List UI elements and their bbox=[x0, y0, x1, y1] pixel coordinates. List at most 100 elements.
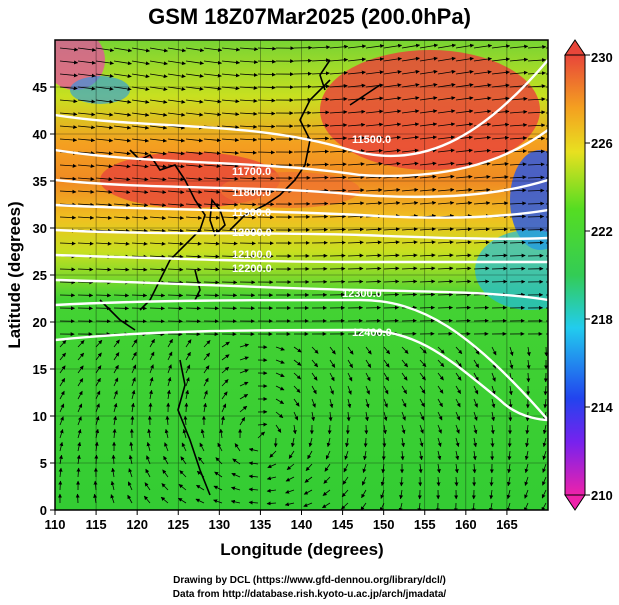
arrow-icon bbox=[113, 293, 130, 298]
arrow-icon bbox=[239, 137, 258, 142]
arrow-icon bbox=[455, 437, 460, 448]
arrow-icon bbox=[329, 110, 348, 115]
arrow-icon bbox=[527, 97, 546, 102]
contour-label: 12100.0 bbox=[232, 249, 272, 261]
arrow-icon bbox=[401, 83, 420, 88]
arrow-icon bbox=[167, 99, 186, 104]
arrow-icon bbox=[473, 266, 490, 271]
arrow-icon bbox=[167, 177, 185, 182]
arrow-icon bbox=[473, 411, 478, 421]
arrow-icon bbox=[146, 441, 151, 452]
colorbar: 210 214 218 222 226 230 bbox=[564, 39, 613, 511]
arrow-icon bbox=[473, 109, 492, 114]
arrow-icon bbox=[167, 190, 185, 195]
arrow-icon bbox=[311, 175, 329, 180]
arrow-icon bbox=[329, 240, 346, 245]
arrow-icon bbox=[399, 476, 404, 487]
arrow-icon bbox=[131, 377, 136, 387]
arrow-icon bbox=[234, 443, 241, 452]
arrow-icon bbox=[473, 253, 490, 258]
arrow-icon bbox=[149, 86, 168, 92]
arrow-icon bbox=[184, 402, 189, 413]
arrow-icon bbox=[185, 254, 202, 259]
arrow-icon bbox=[203, 267, 220, 272]
arrow-icon bbox=[111, 454, 116, 465]
arrow-icon bbox=[77, 215, 95, 220]
arrow-icon bbox=[365, 57, 384, 62]
arrow-icon bbox=[239, 176, 257, 181]
arrow-icon bbox=[311, 45, 331, 50]
arrow-icon bbox=[149, 254, 166, 259]
arrow-icon bbox=[77, 60, 96, 65]
arrow-icon bbox=[419, 122, 438, 127]
arrow-icon bbox=[257, 431, 265, 439]
arrow-icon bbox=[149, 177, 167, 182]
colorbar-max-arrow bbox=[564, 39, 586, 56]
arrow-icon bbox=[328, 411, 333, 422]
arrow-icon bbox=[77, 125, 96, 130]
arrow-icon bbox=[542, 437, 547, 448]
arrow-icon bbox=[239, 150, 257, 155]
arrow-icon bbox=[95, 164, 113, 169]
arrow-icon bbox=[113, 228, 130, 233]
x-tick-label: 135 bbox=[250, 517, 272, 532]
arrow-icon bbox=[347, 122, 366, 127]
arrow-icon bbox=[491, 372, 496, 382]
arrow-icon bbox=[491, 253, 508, 258]
arrow-icon bbox=[131, 228, 148, 233]
arrow-icon bbox=[203, 352, 210, 361]
arrow-icon bbox=[473, 385, 479, 395]
credit-drawing: Drawing by DCL (https://www.gfd-dennou.o… bbox=[173, 575, 446, 586]
arrow-icon bbox=[185, 389, 190, 400]
arrow-icon bbox=[327, 424, 332, 435]
arrow-icon bbox=[131, 86, 150, 92]
arrow-icon bbox=[221, 341, 230, 348]
arrow-icon bbox=[203, 254, 220, 259]
arrow-icon bbox=[167, 293, 184, 298]
arrow-icon bbox=[110, 494, 115, 504]
arrow-icon bbox=[213, 499, 223, 504]
arrow-icon bbox=[506, 476, 511, 487]
arrow-icon bbox=[95, 151, 113, 156]
arrow-icon bbox=[437, 266, 454, 271]
arrow-icon bbox=[401, 240, 418, 245]
arrow-icon bbox=[149, 267, 166, 272]
arrow-icon bbox=[383, 398, 388, 408]
arrow-icon bbox=[455, 122, 474, 127]
arrow-icon bbox=[149, 351, 155, 361]
arrow-icon bbox=[383, 187, 401, 192]
arrow-icon bbox=[239, 405, 248, 413]
arrow-icon bbox=[347, 70, 366, 75]
arrow-icon bbox=[266, 488, 277, 493]
arrow-icon bbox=[203, 340, 211, 348]
arrow-icon bbox=[437, 450, 442, 461]
arrow-icon bbox=[473, 240, 490, 245]
arrow-icon bbox=[149, 99, 168, 104]
x-tick-label: 120 bbox=[126, 517, 148, 532]
arrow-icon bbox=[401, 135, 420, 140]
arrow-icon bbox=[203, 112, 222, 117]
arrow-icon bbox=[527, 175, 545, 180]
arrow-icon bbox=[95, 177, 113, 182]
arrow-icon bbox=[311, 149, 329, 154]
arrow-icon bbox=[215, 457, 223, 465]
arrow-icon bbox=[95, 352, 102, 361]
arrow-icon bbox=[239, 189, 257, 194]
arrow-icon bbox=[292, 424, 297, 435]
arrow-icon bbox=[129, 441, 134, 452]
arrow-icon bbox=[473, 346, 480, 355]
arrow-icon bbox=[364, 411, 369, 422]
arrow-icon bbox=[131, 112, 150, 117]
arrow-icon bbox=[293, 398, 300, 407]
arrow-icon bbox=[401, 398, 407, 408]
arrow-icon bbox=[203, 402, 207, 413]
arrow-icon bbox=[383, 292, 400, 297]
arrow-icon bbox=[419, 56, 438, 62]
arrow-icon bbox=[365, 201, 383, 206]
arrow-icon bbox=[77, 138, 96, 143]
arrow-icon bbox=[77, 164, 95, 169]
arrow-icon bbox=[59, 60, 79, 65]
arrow-icon bbox=[77, 86, 96, 91]
arrow-icon bbox=[266, 501, 277, 506]
colorbar-tick-label: 222 bbox=[591, 224, 613, 239]
